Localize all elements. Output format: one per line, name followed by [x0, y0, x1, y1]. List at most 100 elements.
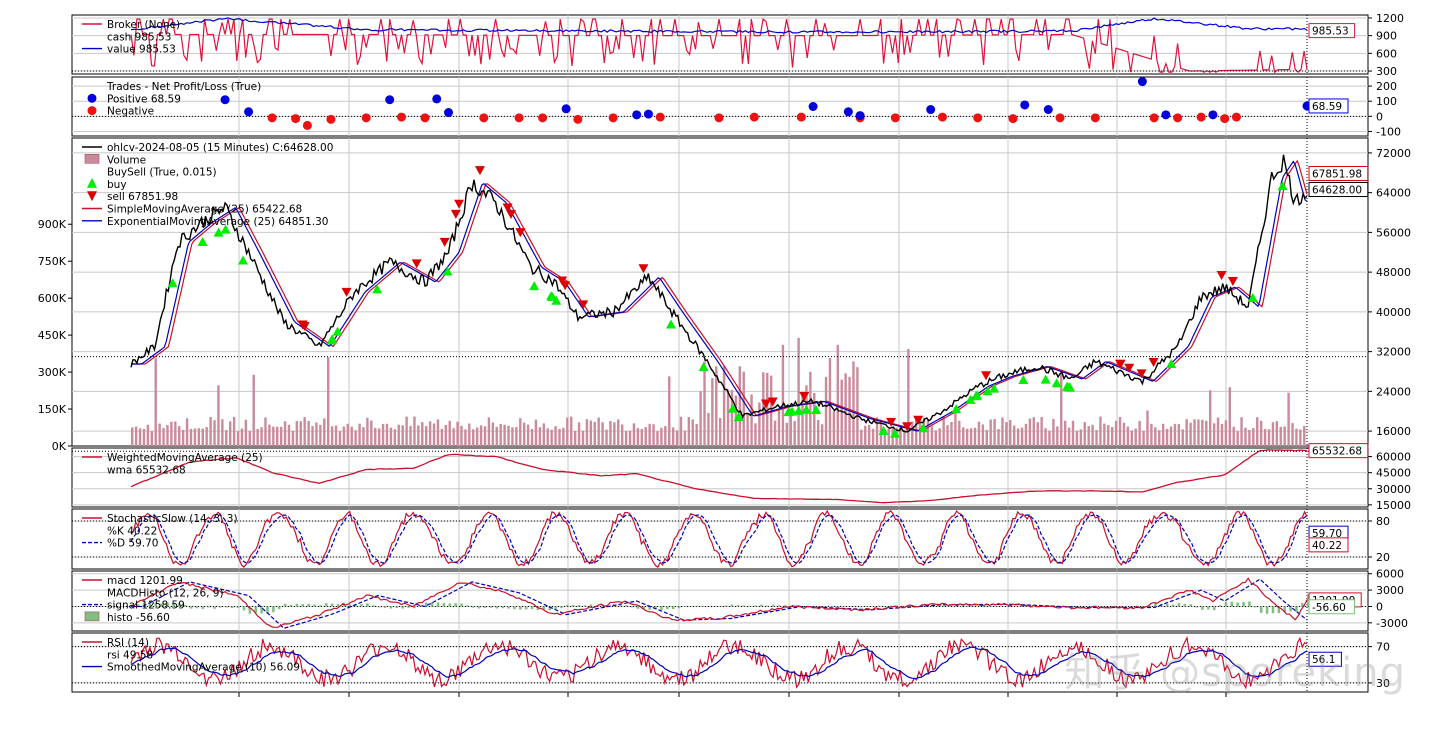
- macd-histo-bar: [583, 605, 587, 607]
- positive-trade-point: [444, 108, 454, 118]
- volume-bar: [374, 427, 377, 446]
- macd-histo-bar: [1136, 605, 1139, 607]
- volume-bar: [1040, 417, 1043, 446]
- macd-histo-bar: [824, 606, 828, 608]
- value-tag: [1308, 166, 1369, 182]
- macd-histo-bar: [1183, 604, 1187, 607]
- macd-histo-bar: [448, 603, 452, 607]
- volume-bar: [695, 423, 698, 446]
- volume-bar: [1189, 422, 1192, 446]
- volume-bar: [566, 417, 569, 446]
- macd-histo-bar: [1124, 606, 1128, 608]
- macd-histo-bar: [683, 606, 687, 608]
- legend-label: wma 65532.68: [107, 464, 186, 476]
- volume-bar: [609, 420, 612, 446]
- volume-bar: [483, 426, 487, 446]
- volume-bar: [1216, 417, 1220, 446]
- volume-bar: [958, 420, 961, 446]
- macd-histo-bar: [589, 604, 593, 607]
- volume-bar: [581, 430, 585, 446]
- volume-bar: [832, 411, 836, 446]
- volume-bar: [754, 423, 757, 446]
- macd-histo-bar: [1095, 605, 1098, 607]
- macd-histo-bar: [542, 606, 546, 610]
- volume-bar: [440, 428, 444, 446]
- volume-bar: [444, 424, 447, 446]
- volume-bar: [530, 428, 534, 446]
- volume-bar: [1091, 424, 1094, 446]
- volume-bar: [621, 424, 624, 446]
- legend-label: sell 67851.98: [107, 191, 178, 203]
- volume-bar: [1185, 419, 1188, 446]
- positive-trade-point: [561, 104, 571, 114]
- volume-bar: [534, 419, 538, 446]
- volume-bar: [726, 389, 730, 446]
- positive-trade-point: [385, 95, 395, 105]
- volume-bar: [852, 361, 855, 446]
- volume-bar: [1056, 426, 1059, 446]
- macd-histo-bar: [254, 606, 257, 614]
- volume-bar: [1036, 422, 1039, 446]
- value-tag-text: 64628.00: [1312, 185, 1362, 197]
- volume-bar: [350, 426, 353, 446]
- volume-bar: [746, 413, 749, 446]
- volume-bar: [915, 416, 918, 446]
- volume-bar: [307, 420, 310, 446]
- vol-ytick-label: 150K: [38, 403, 67, 416]
- macd-histo-bar: [942, 605, 945, 607]
- buy-marker: [326, 335, 337, 345]
- macd-histo-bar: [142, 602, 146, 607]
- volume-bar: [997, 429, 1000, 446]
- volume-bar: [397, 424, 400, 446]
- buy-marker: [972, 390, 983, 400]
- volume-bar: [1252, 428, 1255, 446]
- volume-bar: [1275, 421, 1279, 446]
- sell-marker: [1136, 369, 1147, 379]
- legend-label: Positive 68.59: [107, 93, 181, 105]
- volume-bar: [538, 427, 542, 446]
- volume-bar: [507, 425, 510, 446]
- buy-marker: [666, 319, 677, 329]
- macd-histo-bar: [413, 606, 416, 609]
- macd-histo-bar: [754, 605, 757, 607]
- macd-histo-bar: [1254, 606, 1257, 608]
- macd-histo-bar: [395, 606, 399, 608]
- volume-bar: [1287, 392, 1290, 446]
- volume-bar: [624, 430, 628, 446]
- macd-histo-bar: [313, 604, 316, 607]
- ohlcv-ytick-label: 32000: [1376, 346, 1411, 359]
- volume-bar: [287, 424, 291, 446]
- volume-bar: [1256, 417, 1259, 446]
- volume-bar: [225, 430, 228, 446]
- macd-histo-bar: [360, 604, 363, 607]
- volume-bar: [1248, 429, 1251, 446]
- macd-histo-bar: [460, 603, 463, 607]
- volume-bar: [515, 427, 518, 446]
- volume-bar: [946, 425, 949, 446]
- macd-histo-bar: [278, 606, 281, 610]
- volume-bar: [1052, 418, 1055, 446]
- negative-trade-point: [267, 113, 277, 123]
- macd-histo-bar: [577, 604, 581, 607]
- positive-trade-point: [1208, 110, 1218, 120]
- macd-histo-bar: [401, 606, 404, 609]
- positive-trade-point: [1043, 105, 1053, 115]
- volume-bar: [213, 420, 216, 446]
- buy-marker: [1247, 292, 1258, 302]
- macd-histo-bar: [483, 606, 487, 608]
- legend-label: value 985.53: [107, 44, 176, 56]
- volume-bar: [256, 429, 259, 446]
- volume-bar: [342, 426, 346, 446]
- macd-histo-bar: [207, 606, 210, 608]
- volume-bar: [303, 417, 306, 446]
- volume-bar: [460, 425, 463, 446]
- volume-bar: [930, 426, 934, 446]
- volume-bar: [1114, 420, 1118, 446]
- macd-histo-bar: [148, 602, 152, 607]
- macd-histo-bar: [560, 606, 563, 609]
- macd-histo-bar: [989, 606, 992, 607]
- volume-bar: [950, 421, 953, 446]
- buy-marker: [727, 403, 738, 413]
- volume-bar: [1205, 420, 1208, 446]
